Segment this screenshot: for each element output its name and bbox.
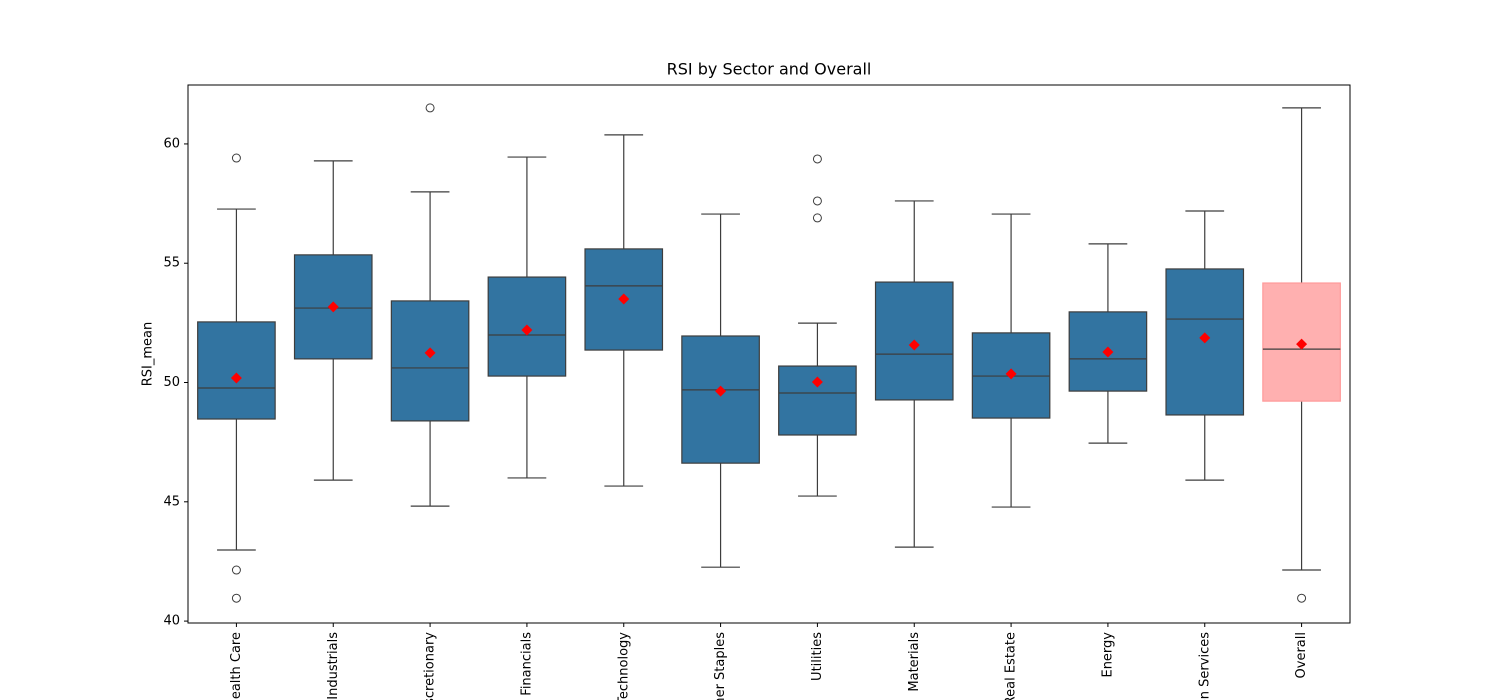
mean-marker [424, 347, 436, 359]
box [197, 321, 276, 420]
x-tick-label: Real Estate [1004, 632, 1019, 700]
box [390, 300, 470, 422]
outlier [231, 153, 241, 163]
x-tick-label: Consumer Discretionary [423, 632, 438, 700]
outlier [231, 593, 241, 603]
outlier [425, 103, 435, 113]
box [778, 365, 857, 436]
mean-marker [618, 293, 630, 305]
mean-marker [1296, 338, 1308, 350]
mean-marker [1102, 346, 1114, 358]
outlier [812, 196, 822, 206]
outlier [812, 213, 822, 223]
y-tick-label: 45 [163, 494, 180, 509]
x-tick-label: Health Care [229, 632, 244, 700]
y-tick-label: 60 [163, 136, 180, 151]
x-tick-label: Information Technology [616, 632, 631, 700]
outlier [812, 154, 822, 164]
plot-area [187, 84, 1351, 624]
mean-marker [230, 372, 242, 384]
mean-marker [908, 339, 920, 351]
x-tick-label: Overall [1294, 632, 1309, 678]
x-tick-label: Industrials [326, 632, 341, 700]
x-tick-label: Consumer Staples [713, 632, 728, 700]
mean-marker [521, 324, 533, 336]
y-tick-label: 50 [163, 375, 180, 390]
chart-title: RSI by Sector and Overall [667, 60, 872, 79]
mean-marker [1005, 368, 1017, 380]
x-tick-label: Materials [907, 632, 922, 692]
x-tick-label: Financials [519, 632, 534, 696]
y-axis-label: RSI_mean [141, 322, 156, 387]
y-tick-label: 55 [163, 256, 180, 271]
box [681, 335, 760, 464]
mean-marker [715, 385, 727, 397]
mean-marker [811, 376, 823, 388]
mean-marker [327, 301, 339, 313]
outlier [1297, 593, 1307, 603]
mean-marker [1199, 332, 1211, 344]
x-tick-label: Energy [1100, 632, 1115, 678]
x-tick-label: Communication Services [1197, 632, 1212, 700]
y-tick-label: 40 [163, 614, 180, 629]
x-tick-label: Utilities [810, 632, 825, 681]
outlier [231, 565, 241, 575]
